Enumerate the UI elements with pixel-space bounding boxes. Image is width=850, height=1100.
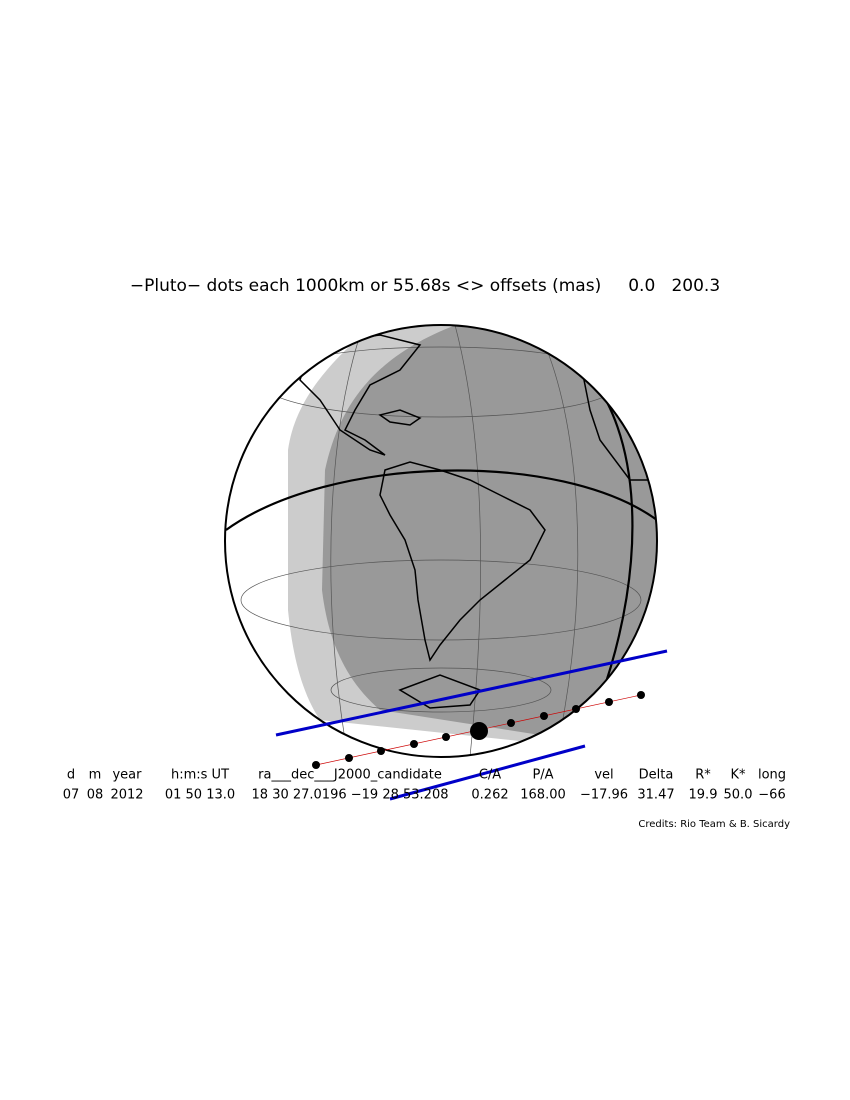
cell-value: 2012 — [110, 788, 143, 803]
column-header: long — [758, 768, 786, 783]
column-header: P/A — [532, 768, 553, 783]
cell-value: 07 — [63, 788, 80, 803]
cell-value: 31.47 — [637, 788, 674, 803]
column-header: m — [89, 768, 102, 783]
column-header: Delta — [639, 768, 674, 783]
column-header: h:m:s UT — [171, 768, 229, 783]
column-header: vel — [594, 768, 613, 783]
data-table: d m year h:m:s UT ra___dec___J2000_candidate… — [63, 768, 786, 803]
column-header: d — [67, 768, 75, 783]
cell-value: −66 — [758, 788, 785, 803]
cell-value: 08 — [87, 788, 104, 803]
cell-value: 01 50 13.0 — [165, 788, 235, 803]
credits: Credits: Rio Team & B. Sicardy — [638, 819, 790, 830]
cell-value: 50.0 — [724, 788, 753, 803]
column-header: C/A — [479, 768, 501, 783]
cell-value: 18 30 27.0196 −19 28 53.208 — [252, 788, 449, 803]
column-header: K* — [730, 768, 746, 783]
cell-value: 19.9 — [689, 788, 718, 803]
title: −Pluto− dots each 1000km or 55.68s <> of… — [130, 276, 720, 296]
globe — [224, 324, 658, 758]
column-header: ra___dec___J2000_candidate — [258, 768, 442, 783]
column-header: year — [112, 768, 142, 783]
column-header: R* — [695, 768, 711, 783]
cell-value: 168.00 — [520, 788, 566, 803]
cell-value: −17.96 — [580, 788, 628, 803]
cell-value: 0.262 — [471, 788, 508, 803]
occultation-path — [275, 649, 668, 801]
